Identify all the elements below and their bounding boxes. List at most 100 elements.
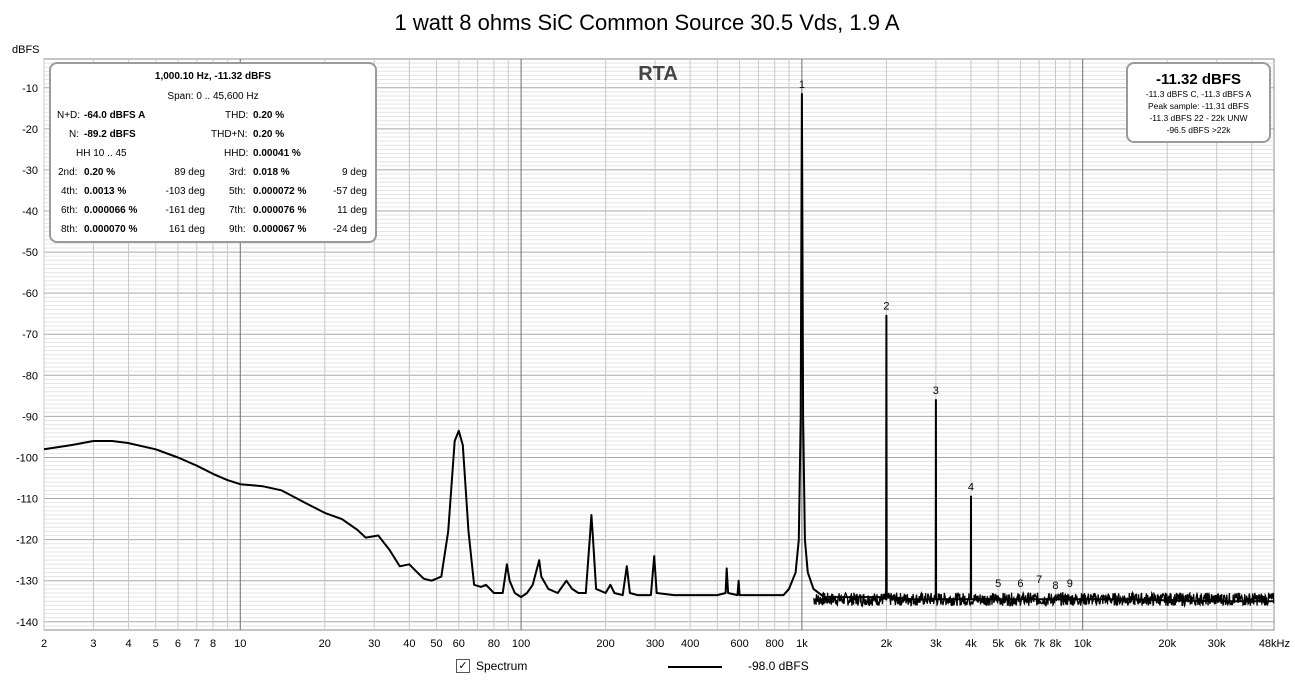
level-line-3: -11.3 dBFS 22 - 22k UNW xyxy=(1149,113,1248,123)
x-tick-label: 5 xyxy=(153,638,159,650)
y-tick-label: -90 xyxy=(22,411,38,423)
x-tick-label: 40 xyxy=(403,638,415,650)
x-tick-label: 50 xyxy=(430,638,442,650)
y-axis-label: dBFS xyxy=(12,44,40,56)
x-tick-label: 60 xyxy=(453,638,465,650)
x-axis-ticks: 2 3 4 5 6 7 8 10 20 30 40 50 60 80 100 200 300 400 600 800 1… xyxy=(41,638,1290,650)
harmonic-3-phase: 9 deg xyxy=(341,167,367,178)
harmonic-label: 5 xyxy=(995,578,1001,590)
nd-label: N+D: xyxy=(57,110,81,121)
x-tick-label: 7k xyxy=(1033,638,1045,650)
level-line-1: -11.3 dBFS C, -11.3 dBFS A xyxy=(1145,89,1252,99)
harmonic-5-label: 5th: xyxy=(229,186,246,197)
x-tick-label: 6 xyxy=(175,638,181,650)
x-tick-label: 3k xyxy=(930,638,942,650)
harmonic-6-phase: -161 deg xyxy=(165,205,205,216)
harmonic-7-label: 7th: xyxy=(229,205,246,216)
noise-floor-trace xyxy=(812,590,1275,608)
spectrum-legend-label[interactable]: Spectrum xyxy=(476,659,528,673)
span-text: Span: 0 .. 45,600 Hz xyxy=(167,91,259,102)
y-tick-label: -100 xyxy=(16,452,38,464)
x-tick-label: 2k xyxy=(881,638,893,650)
legend: ✓ Spectrum -98.0 dBFS xyxy=(456,657,876,677)
x-tick-label: 10k xyxy=(1074,638,1092,650)
harmonic-label: 7 xyxy=(1036,574,1042,586)
level-main-value: -11.32 dBFS xyxy=(1155,71,1242,88)
x-tick-label: 20 xyxy=(319,638,331,650)
legend-value: -98.0 dBFS xyxy=(748,659,809,673)
nd-value: -64.0 dBFS A xyxy=(84,110,146,121)
harmonic-label: 2 xyxy=(883,301,889,313)
y-axis-ticks: -10 -20 -30 -40 -50 -60 -70 -80 -90 -100 -110 -120 -… xyxy=(16,83,38,629)
harmonic-2-value: 0.20 % xyxy=(84,167,116,178)
x-tick-label: 400 xyxy=(681,638,699,650)
n-label: N: xyxy=(69,129,79,140)
y-tick-label: -70 xyxy=(22,329,38,341)
harmonic-5-value: 0.000072 % xyxy=(253,186,307,197)
span-readout: Span: 0 .. 45,600 Hz xyxy=(51,91,375,102)
hh-label: HH 10 .. 45 xyxy=(76,148,127,159)
harmonic-label: 1 xyxy=(799,79,805,91)
harmonic-3-value: 0.018 % xyxy=(253,167,290,178)
x-tick-label: 2 xyxy=(41,638,47,650)
harmonic-4-label: 4th: xyxy=(61,186,78,197)
harmonic-2-phase: 89 deg xyxy=(174,167,205,178)
measurement-panel[interactable]: 1,000.10 Hz, -11.32 dBFS Span: 0 .. 45,6… xyxy=(49,62,377,243)
harmonic-9-phase: -24 deg xyxy=(333,224,367,235)
harmonic-6-label: 6th: xyxy=(61,205,78,216)
harmonic-8-value: 0.000070 % xyxy=(84,224,138,235)
harmonic-4-phase: -103 deg xyxy=(165,186,205,197)
x-tick-label: 3 xyxy=(90,638,96,650)
x-tick-label: 8k xyxy=(1050,638,1062,650)
x-tick-label: 200 xyxy=(596,638,614,650)
y-tick-label: -120 xyxy=(16,535,38,547)
harmonic-label: 6 xyxy=(1017,578,1023,590)
x-tick-label: 4 xyxy=(125,638,131,650)
harmonic-8-phase: 161 deg xyxy=(168,224,205,235)
thd-value: 0.20 % xyxy=(253,110,285,121)
spectrum-checkbox[interactable]: ✓ xyxy=(456,659,470,673)
frequency-level-readout: 1,000.10 Hz, -11.32 dBFS xyxy=(154,71,272,82)
harmonic-7-phase: 11 deg xyxy=(337,205,367,216)
x-tick-label: 6k xyxy=(1015,638,1027,650)
x-tick-label: 10 xyxy=(234,638,246,650)
x-tick-label: 5k xyxy=(992,638,1004,650)
x-tick-label: 48kHz xyxy=(1259,638,1290,650)
x-tick-label: 4k xyxy=(965,638,977,650)
harmonic-label: 8 xyxy=(1052,580,1058,592)
level-line-4: -96.5 dBFS >22k xyxy=(1166,125,1231,135)
y-tick-label: -60 xyxy=(22,288,38,300)
rta-label: RTA xyxy=(638,63,678,85)
x-tick-label: 20k xyxy=(1158,638,1176,650)
x-tick-label: 30 xyxy=(368,638,380,650)
hhd-value: 0.00041 % xyxy=(253,148,301,159)
harmonic-5-phase: -57 deg xyxy=(333,186,367,197)
thd-label: THD: xyxy=(225,110,249,121)
y-tick-label: -110 xyxy=(17,494,38,506)
y-tick-label: -130 xyxy=(16,576,38,588)
y-tick-label: -20 xyxy=(22,124,38,136)
harmonic-3-label: 3rd: xyxy=(229,167,247,178)
spectrum-trace xyxy=(43,92,1274,603)
hhd-label: HHD: xyxy=(224,148,249,159)
harmonic-8-label: 8th: xyxy=(61,224,78,235)
harmonic-9-label: 9th: xyxy=(229,224,246,235)
x-tick-label: 7 xyxy=(194,638,200,650)
y-tick-label: -10 xyxy=(22,83,38,95)
harmonic-label: 9 xyxy=(1067,578,1073,590)
y-tick-label: -80 xyxy=(22,370,38,382)
harmonic-4-value: 0.0013 % xyxy=(84,186,127,197)
x-tick-label: 80 xyxy=(488,638,500,650)
harmonic-label: 3 xyxy=(933,385,939,397)
y-tick-label: -140 xyxy=(16,617,38,629)
x-tick-label: 800 xyxy=(766,638,784,650)
harmonic-9-value: 0.000067 % xyxy=(253,224,307,235)
harmonic-6-value: 0.000066 % xyxy=(84,205,138,216)
x-tick-label: 300 xyxy=(646,638,664,650)
thdn-value: 0.20 % xyxy=(253,129,285,140)
chart-title: 1 watt 8 ohms SiC Common Source 30.5 Vds… xyxy=(394,10,899,35)
level-meter-panel[interactable]: -11.32 dBFS -11.3 dBFS C, -11.3 dBFS A P… xyxy=(1126,62,1271,143)
harmonic-7-value: 0.000076 % xyxy=(253,205,307,216)
y-tick-label: -50 xyxy=(22,247,38,259)
harmonic-labels: 1 2 3 4 5 6 78 9 xyxy=(799,79,1073,592)
